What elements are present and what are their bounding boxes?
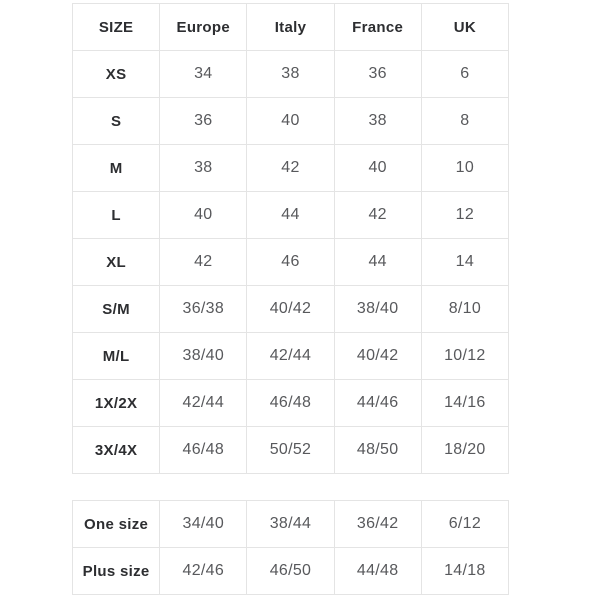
column-header-italy: Italy — [246, 3, 335, 51]
table-row-xl: XL 42 46 44 14 — [71, 238, 510, 286]
table-row-3x-4x: 3X/4X 46/48 50/52 48/50 18/20 — [71, 426, 510, 474]
header-row: SIZE Europe Italy France UK — [71, 3, 510, 51]
size-label-cell: M — [71, 144, 161, 192]
table-row-l: L 40 44 42 12 — [71, 191, 510, 239]
table-row-plus-size: Plus size 42/46 46/50 44/48 14/18 — [71, 547, 510, 595]
size-label-cell: M/L — [71, 332, 161, 380]
value-cell: 38 — [246, 50, 335, 98]
value-cell: 42 — [333, 191, 422, 239]
table-row-1x-2x: 1X/2X 42/44 46/48 44/46 14/16 — [71, 379, 510, 427]
table-row-s: S 36 40 38 8 — [71, 97, 510, 145]
value-cell: 46/48 — [246, 379, 335, 427]
value-cell: 18/20 — [420, 426, 510, 474]
value-cell: 42 — [246, 144, 335, 192]
value-cell: 44/48 — [333, 547, 422, 595]
value-cell: 14/18 — [420, 547, 510, 595]
value-cell: 10 — [420, 144, 510, 192]
size-label-cell: S — [71, 97, 161, 145]
value-cell: 42/44 — [159, 379, 248, 427]
value-cell: 44/46 — [333, 379, 422, 427]
value-cell: 36 — [159, 97, 248, 145]
value-cell: 34/40 — [159, 500, 248, 548]
value-cell: 38 — [333, 97, 422, 145]
value-cell: 38/40 — [159, 332, 248, 380]
value-cell: 40/42 — [333, 332, 422, 380]
value-cell: 46/48 — [159, 426, 248, 474]
value-cell: 46 — [246, 238, 335, 286]
size-label-cell: One size — [71, 500, 161, 548]
value-cell: 36/42 — [333, 500, 422, 548]
value-cell: 42 — [159, 238, 248, 286]
value-cell: 40 — [159, 191, 248, 239]
column-header-europe: Europe — [159, 3, 248, 51]
size-label-cell: Plus size — [71, 547, 161, 595]
column-header-size: SIZE — [71, 3, 161, 51]
value-cell: 38 — [159, 144, 248, 192]
size-label-cell: XS — [71, 50, 161, 98]
value-cell: 40 — [333, 144, 422, 192]
value-cell: 40 — [246, 97, 335, 145]
value-cell: 38/44 — [246, 500, 335, 548]
size-label-cell: XL — [71, 238, 161, 286]
size-conversion-table: SIZE Europe Italy France UK XS 34 38 36 … — [71, 3, 510, 474]
value-cell: 44 — [333, 238, 422, 286]
value-cell: 50/52 — [246, 426, 335, 474]
value-cell: 6/12 — [420, 500, 510, 548]
value-cell: 42/44 — [246, 332, 335, 380]
value-cell: 42/46 — [159, 547, 248, 595]
table-row-m: M 38 42 40 10 — [71, 144, 510, 192]
value-cell: 46/50 — [246, 547, 335, 595]
size-label-cell: S/M — [71, 285, 161, 333]
size-label-cell: 1X/2X — [71, 379, 161, 427]
value-cell: 36/38 — [159, 285, 248, 333]
value-cell: 36 — [333, 50, 422, 98]
column-header-france: France — [333, 3, 422, 51]
value-cell: 6 — [420, 50, 510, 98]
value-cell: 12 — [420, 191, 510, 239]
value-cell: 8 — [420, 97, 510, 145]
value-cell: 8/10 — [420, 285, 510, 333]
value-cell: 38/40 — [333, 285, 422, 333]
size-label-cell: L — [71, 191, 161, 239]
table-row-s-m: S/M 36/38 40/42 38/40 8/10 — [71, 285, 510, 333]
value-cell: 10/12 — [420, 332, 510, 380]
size-label-cell: 3X/4X — [71, 426, 161, 474]
column-header-uk: UK — [420, 3, 510, 51]
value-cell: 40/42 — [246, 285, 335, 333]
value-cell: 14 — [420, 238, 510, 286]
value-cell: 44 — [246, 191, 335, 239]
value-cell: 14/16 — [420, 379, 510, 427]
table-row-m-l: M/L 38/40 42/44 40/42 10/12 — [71, 332, 510, 380]
value-cell: 34 — [159, 50, 248, 98]
one-size-plus-size-table: One size 34/40 38/44 36/42 6/12 Plus siz… — [71, 500, 510, 595]
table-row-one-size: One size 34/40 38/44 36/42 6/12 — [71, 500, 510, 548]
table-row-xs: XS 34 38 36 6 — [71, 50, 510, 98]
value-cell: 48/50 — [333, 426, 422, 474]
